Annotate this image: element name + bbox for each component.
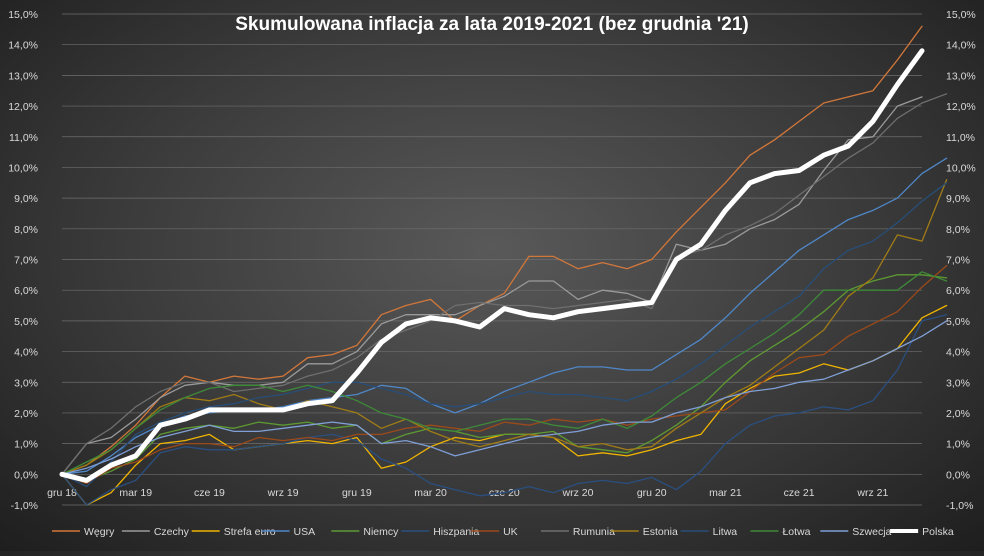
x-tick-label: gru 20: [637, 487, 667, 499]
x-tick-label: gru 19: [342, 487, 372, 499]
x-tick-label: cze 21: [784, 487, 815, 499]
x-tick-label: wrz 20: [562, 487, 594, 499]
y-tick-label-left: 3,0%: [14, 377, 38, 389]
y-axis-left: -1,0% 0,0% 1,0% 2,0% 3,0% 4,0% 5,0% 6,0% 7,0% 8,0…: [8, 9, 38, 512]
y-tick-label-right: 12,0%: [946, 101, 976, 113]
x-tick-label: mar 19: [119, 487, 152, 499]
y-tick-label-left: 15,0%: [8, 9, 38, 21]
legend-label: Litwa: [713, 526, 738, 538]
y-tick-label-right: 8,0%: [946, 224, 970, 236]
y-tick-label-left: 9,0%: [14, 193, 38, 205]
y-tick-label-left: 10,0%: [8, 162, 38, 174]
y-tick-label-right: 9,0%: [946, 193, 970, 205]
legend-label: Niemcy: [363, 526, 399, 538]
legend-label: Polska: [922, 526, 954, 538]
series-line-Hiszpania: [61, 314, 948, 506]
y-tick-label-left: 8,0%: [14, 224, 38, 236]
y-tick-label-right: 11,0%: [946, 132, 975, 144]
legend-label: UK: [503, 526, 518, 538]
gridlines: [62, 13, 922, 506]
y-tick-label-right: 6,0%: [946, 285, 970, 297]
series-line-Litwa: [61, 182, 948, 488]
legend-label: Węgry: [84, 526, 115, 538]
legend-label: Szwecja: [852, 526, 891, 538]
y-tick-label-left: 12,0%: [8, 101, 38, 113]
legend-label: Rumunia: [573, 526, 615, 538]
y-tick-label-right: 7,0%: [946, 255, 970, 267]
y-tick-label-left: 13,0%: [8, 70, 38, 82]
y-tick-label-left: 11,0%: [9, 132, 38, 144]
y-tick-label-right: -1,0%: [946, 500, 973, 512]
y-tick-label-left: 5,0%: [14, 316, 38, 328]
y-tick-label-right: 2,0%: [946, 408, 970, 420]
legend-label: Łotwa: [782, 526, 810, 538]
y-tick-label-left: 6,0%: [14, 285, 38, 297]
y-tick-label-right: 15,0%: [946, 9, 976, 21]
y-tick-label-right: 4,0%: [946, 347, 970, 359]
y-tick-label-left: 2,0%: [14, 408, 38, 420]
series-line-Szwecja: [61, 320, 948, 475]
y-tick-label-right: 13,0%: [946, 70, 976, 82]
series-line-Łotwa: [61, 271, 948, 475]
series-line-UK: [61, 264, 948, 485]
y-tick-label-left: 1,0%: [14, 439, 38, 451]
y-tick-label-right: 10,0%: [946, 162, 976, 174]
series-line-USA: [61, 157, 948, 475]
x-axis: gru 18 mar 19 cze 19 wrz 19 gru 19 mar 20 cze …: [47, 487, 888, 499]
y-tick-label-left: 0,0%: [14, 469, 38, 481]
series-line-Rumunia: [61, 93, 948, 475]
legend-label: Czechy: [154, 526, 190, 538]
series-lines: [59, 25, 948, 506]
x-tick-label: wrz 21: [856, 487, 888, 499]
series-line-Węgry: [61, 25, 923, 475]
y-tick-label-left: -1,0%: [11, 500, 38, 512]
x-tick-label: gru 18: [47, 487, 77, 499]
x-tick-label: cze 19: [194, 487, 225, 499]
y-tick-label-left: 14,0%: [8, 40, 38, 52]
y-tick-label-left: 7,0%: [14, 255, 38, 267]
legend-label: Estonia: [643, 526, 678, 538]
series-line-Polska: [59, 48, 925, 483]
y-tick-label-right: 14,0%: [946, 40, 976, 52]
x-tick-label: mar 21: [709, 487, 742, 499]
y-tick-label-right: 0,0%: [946, 469, 970, 481]
legend-label: USA: [294, 526, 316, 538]
y-tick-label-left: 4,0%: [14, 347, 38, 359]
legend-label: Hiszpania: [433, 526, 479, 538]
y-tick-label-right: 5,0%: [946, 316, 970, 328]
y-axis-right: -1,0% 0,0% 1,0% 2,0% 3,0% 4,0% 5,0% 6,0% 7,0% 8,0…: [946, 9, 976, 512]
series-line-Strefa euro: [61, 304, 948, 506]
x-tick-label: wrz 19: [267, 487, 299, 499]
legend: Węgry Czechy Strefa euro USA Niemcy Hiszpania…: [52, 526, 954, 538]
legend-label: Strefa euro: [224, 526, 276, 538]
y-tick-label-right: 3,0%: [946, 377, 970, 389]
series-line-Estonia: [61, 179, 948, 475]
y-tick-label-right: 1,0%: [946, 439, 970, 451]
x-tick-label: mar 20: [414, 487, 447, 499]
chart-title: Skumulowana inflacja za lata 2019-2021 (…: [235, 14, 748, 35]
